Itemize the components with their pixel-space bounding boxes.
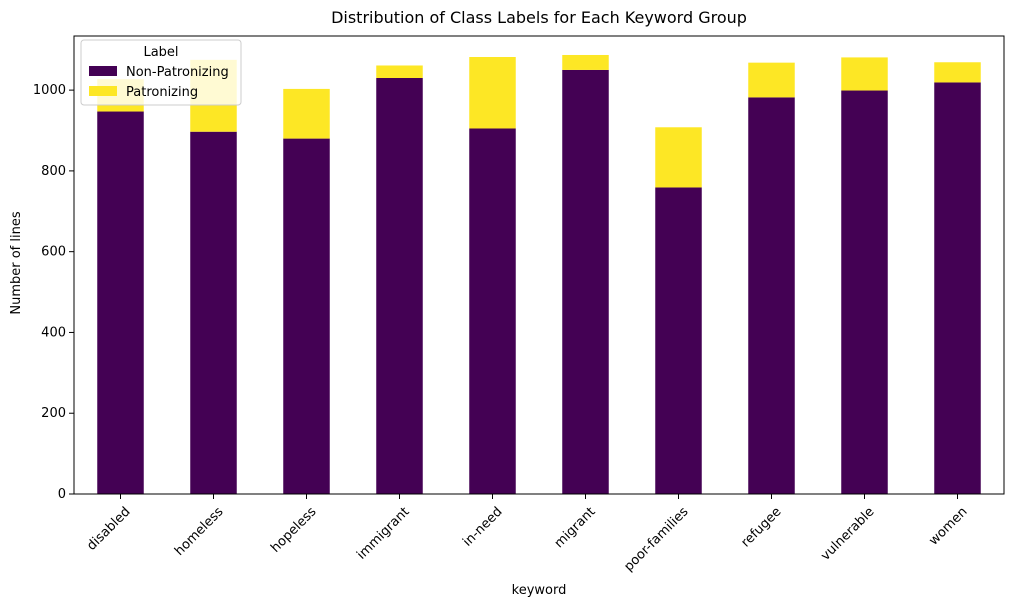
bar-non-patronizing-homeless bbox=[190, 131, 237, 494]
bar-non-patronizing-refugee bbox=[748, 97, 795, 494]
bar-non-patronizing-women bbox=[934, 82, 981, 495]
y-tick-label: 400 bbox=[41, 325, 66, 340]
legend-swatch bbox=[89, 86, 117, 96]
x-tick-label: disabled bbox=[84, 504, 133, 553]
x-tick-label: migrant bbox=[552, 504, 599, 551]
chart-title: Distribution of Class Labels for Each Ke… bbox=[331, 8, 747, 27]
bar-patronizing-refugee bbox=[748, 62, 795, 98]
bar-patronizing-migrant bbox=[562, 54, 609, 70]
y-tick-label: 0 bbox=[58, 487, 66, 502]
legend-swatch bbox=[89, 66, 117, 76]
bar-non-patronizing-in-need bbox=[469, 128, 516, 495]
x-tick-label: hopeless bbox=[268, 504, 319, 555]
bar-patronizing-women bbox=[934, 62, 981, 83]
legend-label: Non-Patronizing bbox=[126, 65, 229, 80]
bar-patronizing-poor-families bbox=[655, 127, 702, 188]
bar-patronizing-immigrant bbox=[376, 65, 423, 79]
y-axis-label: Number of lines bbox=[9, 211, 24, 314]
plot-frame bbox=[73, 35, 1005, 495]
bar-non-patronizing-vulnerable bbox=[841, 90, 888, 495]
x-tick-label: women bbox=[926, 504, 970, 548]
bar-non-patronizing-migrant bbox=[562, 69, 609, 494]
bar-patronizing-in-need bbox=[469, 57, 516, 129]
bars-layer bbox=[97, 54, 981, 495]
x-tick-label: in-need bbox=[460, 504, 505, 549]
legend-box bbox=[80, 39, 242, 106]
x-tick-label: poor-families bbox=[621, 504, 691, 574]
legend-label: Patronizing bbox=[126, 85, 198, 100]
bar-non-patronizing-hopeless bbox=[283, 138, 330, 494]
legend-title: Label bbox=[143, 45, 178, 60]
x-tick-label: homeless bbox=[172, 504, 227, 559]
bar-patronizing-vulnerable bbox=[841, 57, 888, 91]
y-tick-label: 1000 bbox=[33, 83, 66, 98]
bar-non-patronizing-poor-families bbox=[655, 187, 702, 495]
x-tick-label: immigrant bbox=[354, 504, 412, 562]
x-tick-label: refugee bbox=[738, 504, 784, 550]
y-tick-label: 800 bbox=[41, 164, 66, 179]
bar-non-patronizing-disabled bbox=[97, 111, 144, 494]
x-tick-label: vulnerable bbox=[818, 504, 877, 563]
bar-patronizing-hopeless bbox=[283, 88, 330, 139]
y-tick-label: 600 bbox=[41, 245, 66, 260]
legend: Label Non-Patronizing Patronizing bbox=[80, 39, 242, 106]
bar-non-patronizing-immigrant bbox=[376, 78, 423, 494]
x-axis-label: keyword bbox=[512, 583, 567, 598]
y-tick-label: 200 bbox=[41, 406, 66, 421]
